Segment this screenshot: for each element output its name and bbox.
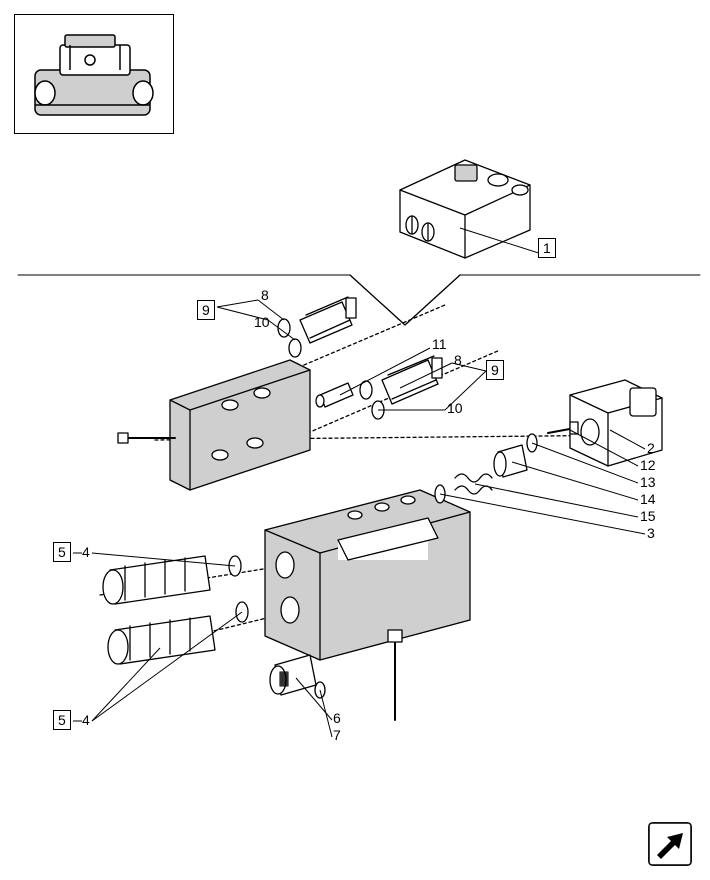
callout-2: 2	[647, 440, 655, 456]
callout-11: 11	[432, 336, 447, 352]
callout-8b: 8	[454, 352, 462, 368]
callout-10b: 10	[447, 400, 463, 416]
callout-15: 15	[640, 508, 656, 524]
callout-8a: 8	[261, 287, 269, 303]
callout-5b: 5	[53, 710, 71, 730]
callout-9a: 9	[197, 300, 215, 320]
callout-3: 3	[647, 525, 655, 541]
page-nav-arrow-icon[interactable]	[648, 822, 692, 866]
callout-13: 13	[640, 474, 656, 490]
callout-9b: 9	[486, 360, 504, 380]
callout-7: 7	[333, 727, 341, 743]
callout-5a: 5	[53, 542, 71, 562]
exploded-view-drawing	[0, 0, 710, 880]
callout-6: 6	[333, 710, 341, 726]
callout-14: 14	[640, 491, 656, 507]
callout-10a: 10	[254, 314, 270, 330]
callout-4b: 4	[82, 712, 90, 728]
callout-1: 1	[538, 238, 556, 258]
callout-4a: 4	[82, 544, 90, 560]
callout-12: 12	[640, 457, 656, 473]
